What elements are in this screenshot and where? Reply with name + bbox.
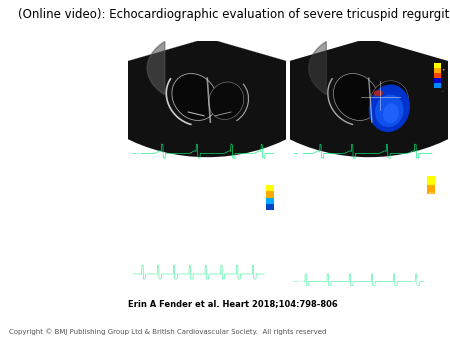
Wedge shape <box>66 38 348 157</box>
Bar <box>427 185 435 194</box>
Text: +: + <box>441 68 445 72</box>
Bar <box>433 78 441 83</box>
Text: 2.0: 2.0 <box>429 267 434 271</box>
Ellipse shape <box>374 90 383 96</box>
Text: -: - <box>441 89 443 93</box>
Wedge shape <box>228 38 450 157</box>
Text: 0.0: 0.0 <box>429 230 434 233</box>
Text: A: A <box>135 150 142 161</box>
Bar <box>433 73 441 78</box>
Text: B: B <box>296 150 303 161</box>
Bar <box>266 191 274 197</box>
Bar <box>433 83 441 88</box>
Bar <box>266 197 274 204</box>
Text: D: D <box>296 280 304 290</box>
Ellipse shape <box>333 74 379 120</box>
Text: © 2017
MAYO: © 2017 MAYO <box>405 279 421 288</box>
Bar <box>266 185 274 191</box>
Text: Copyright © BMJ Publishing Group Ltd & British Cardiovascular Society.  All righ: Copyright © BMJ Publishing Group Ltd & B… <box>9 328 326 335</box>
Bar <box>266 204 274 210</box>
Text: (Online video): Echocardiographic evaluation of severe tricuspid regurgitation.: (Online video): Echocardiographic evalua… <box>18 8 450 21</box>
Ellipse shape <box>209 82 244 119</box>
Ellipse shape <box>172 74 217 120</box>
Ellipse shape <box>383 103 399 123</box>
Ellipse shape <box>375 95 404 127</box>
Bar <box>433 63 441 68</box>
Polygon shape <box>309 42 326 95</box>
Text: 1.0: 1.0 <box>429 248 434 252</box>
Text: Erin A Fender et al. Heart 2018;104:798-806: Erin A Fender et al. Heart 2018;104:798-… <box>128 299 338 308</box>
Bar <box>433 68 441 73</box>
Ellipse shape <box>369 84 410 132</box>
Text: 0: 0 <box>429 211 431 215</box>
Polygon shape <box>147 42 165 95</box>
Text: 0.0: 0.0 <box>429 192 434 196</box>
Text: C: C <box>135 280 142 290</box>
Ellipse shape <box>370 81 409 121</box>
Bar <box>427 176 435 185</box>
Text: Heart: Heart <box>394 315 434 329</box>
